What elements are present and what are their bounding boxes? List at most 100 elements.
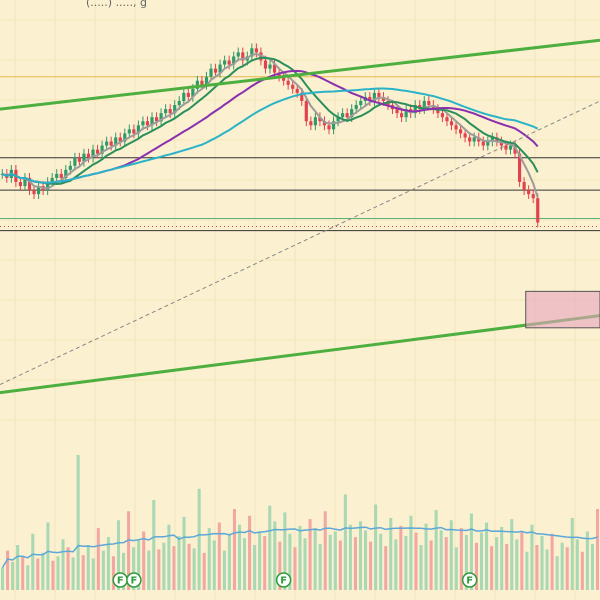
volume-bar [258,531,262,590]
ma-layer [1,52,539,198]
volume-bar [26,565,30,590]
volume-bar [500,527,504,590]
volume-bar [41,552,45,590]
candle-body [359,101,363,106]
candle-body [200,80,204,85]
volume-bar [51,560,55,590]
candle-body [77,157,81,162]
volume-bar [525,551,529,590]
volume-bar [323,511,327,590]
volume-bar [16,545,20,590]
event-marker [461,572,478,588]
volume-bar [1,567,5,590]
candle-body [309,121,313,126]
candle-body [431,105,435,110]
volume-bar [429,540,433,590]
candle-body [517,153,522,182]
candle-body [191,88,195,97]
candle-body [250,48,254,57]
candle-body [204,76,209,85]
candle-body [86,153,91,158]
volume-bar [424,523,428,590]
volume-bar [248,515,252,590]
volume-bar [550,533,554,590]
volume-bar [369,541,373,590]
volume-bar [172,546,176,590]
volume-bar [343,494,347,590]
candle-body [236,52,240,57]
ma-mid-line [1,56,539,186]
candle-body [322,121,327,126]
candle-body [400,113,404,118]
event-marker-label: F [130,576,137,587]
volume-bar [96,528,100,590]
candle-body [345,113,349,118]
volume-bar [283,512,287,590]
candle-body [313,117,317,126]
candle-body [513,145,517,154]
candle-body [223,60,227,65]
volume-bar [565,547,569,590]
candle-body [68,165,72,170]
volume-layer [1,455,599,590]
volume-bar [263,536,267,590]
candle-body [154,117,159,122]
volume-bar [162,542,166,590]
trend-line-dashed [0,100,600,385]
volume-bar [580,551,584,590]
candle-body [195,80,199,89]
candle-body [291,84,295,89]
volume-bar [545,549,549,590]
volume-bar [81,555,85,590]
volume-bar [520,531,524,590]
volume-bar [192,548,196,590]
candle-body [404,109,408,118]
volume-ma-line [1,526,598,568]
volume-bar [540,536,544,590]
candle-body [463,133,467,138]
candle-body [277,72,281,77]
candle-body [127,129,131,134]
volume-bar [338,540,342,590]
volume-bar [122,552,126,590]
candle-body [23,177,27,187]
volume-bar [268,505,272,590]
volume-bar [485,522,489,590]
candle-body [350,109,354,118]
volume-bar [374,504,378,590]
volume-bar [348,524,352,590]
candle-body [527,190,531,195]
candle-body [504,145,508,150]
volume-bar [21,556,25,590]
candle-body [27,177,32,191]
candle-body [186,92,190,97]
candle-body [36,186,41,195]
volume-bar [86,545,90,590]
partial-top-label: (.....) ....., g [86,0,147,9]
volume-bar [182,516,186,590]
volume-bar [197,488,201,590]
volume-bar [585,531,589,590]
candle-body [18,182,23,187]
ma-slow-line [1,87,539,184]
volume-bar [379,533,383,590]
volume-bar [464,534,468,590]
volume-bar [217,522,221,590]
volume-bar [152,500,156,590]
channel-upper-line [0,38,600,111]
candle-body [177,101,181,106]
candle-body [522,182,526,191]
volume-bar [384,546,388,590]
candle-body [413,105,417,114]
volume-bar [273,521,277,590]
volume-bar [116,520,121,590]
candle-body [182,92,186,101]
volume-bar [278,541,282,590]
candle-body [477,137,481,142]
volume-bar [76,455,80,590]
volume-bar [394,539,398,590]
volume-bar [177,536,181,590]
volume-bar [469,513,473,590]
